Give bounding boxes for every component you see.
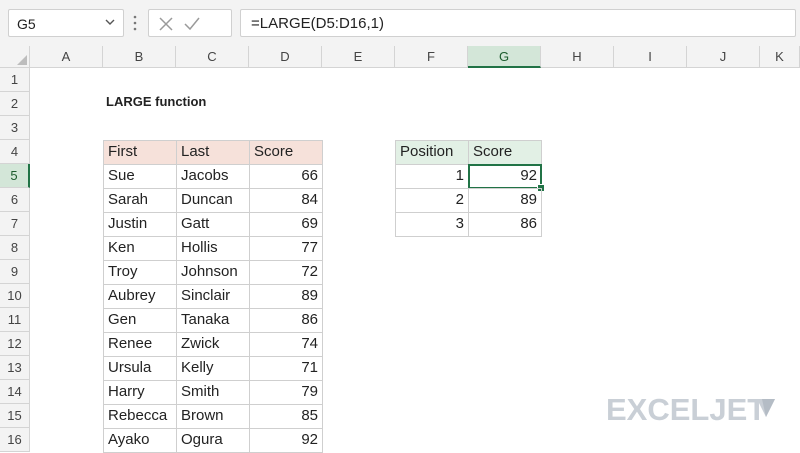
row-header-1[interactable]: 1: [0, 68, 30, 92]
table-cell[interactable]: Hollis: [176, 236, 250, 261]
formula-bar: G5 fx =LARGE(D5:D16,1): [0, 0, 800, 46]
table-cell[interactable]: 77: [249, 236, 323, 261]
row-header-8[interactable]: 8: [0, 236, 30, 260]
table-cell[interactable]: Kelly: [176, 356, 250, 381]
table-cell[interactable]: 85: [249, 404, 323, 429]
more-options-icon: [133, 15, 137, 31]
table-cell[interactable]: Johnson: [176, 260, 250, 285]
sheet-title: LARGE function: [106, 94, 207, 109]
table-cell[interactable]: 92: [249, 428, 323, 453]
table-cell[interactable]: 89: [249, 284, 323, 309]
name-box[interactable]: G5: [8, 9, 124, 37]
table-cell[interactable]: Ogura: [176, 428, 250, 453]
table-cell[interactable]: Duncan: [176, 188, 250, 213]
formula-input[interactable]: =LARGE(D5:D16,1): [240, 9, 796, 37]
table-cell[interactable]: Jacobs: [176, 164, 250, 189]
select-all-corner[interactable]: [0, 46, 30, 68]
active-cell[interactable]: 92: [468, 164, 542, 189]
table-cell[interactable]: 66: [249, 164, 323, 189]
column-header-k[interactable]: K: [760, 46, 800, 68]
row-header-15[interactable]: 15: [0, 404, 30, 428]
row-header-2[interactable]: 2: [0, 92, 30, 116]
table-cell[interactable]: Ken: [103, 236, 177, 261]
table-cell[interactable]: 79: [249, 380, 323, 405]
table-cell[interactable]: Ursula: [103, 356, 177, 381]
row-header-3[interactable]: 3: [0, 116, 30, 140]
table-cell[interactable]: Gen: [103, 308, 177, 333]
table-cell[interactable]: Sarah: [103, 188, 177, 213]
table-cell[interactable]: Harry: [103, 380, 177, 405]
row-header-9[interactable]: 9: [0, 260, 30, 284]
table-cell[interactable]: 69: [249, 212, 323, 237]
table-cell[interactable]: Troy: [103, 260, 177, 285]
table-cell[interactable]: 71: [249, 356, 323, 381]
table-cell[interactable]: 86: [468, 212, 542, 237]
table-cell[interactable]: Gatt: [176, 212, 250, 237]
column-header-b[interactable]: B: [103, 46, 176, 68]
table-header-score[interactable]: Score: [468, 140, 542, 165]
column-header-f[interactable]: F: [395, 46, 468, 68]
table-header-position[interactable]: Position: [395, 140, 469, 165]
column-header-i[interactable]: I: [614, 46, 687, 68]
table-cell[interactable]: Sinclair: [176, 284, 250, 309]
table-cell[interactable]: 86: [249, 308, 323, 333]
table-cell[interactable]: Smith: [176, 380, 250, 405]
row-header-16[interactable]: 16: [0, 428, 30, 452]
table-cell[interactable]: Brown: [176, 404, 250, 429]
column-header-h[interactable]: H: [541, 46, 614, 68]
column-header-d[interactable]: D: [249, 46, 322, 68]
row-header-4[interactable]: 4: [0, 140, 30, 164]
table-cell[interactable]: Renee: [103, 332, 177, 357]
row-header-12[interactable]: 12: [0, 332, 30, 356]
table-header-last[interactable]: Last: [176, 140, 250, 165]
column-header-a[interactable]: A: [30, 46, 103, 68]
formula-text: =LARGE(D5:D16,1): [251, 15, 384, 32]
logo-text: EXCELJET: [606, 392, 767, 427]
table-cell[interactable]: 89: [468, 188, 542, 213]
column-header-e[interactable]: E: [322, 46, 395, 68]
column-header-c[interactable]: C: [176, 46, 249, 68]
table-cell[interactable]: 74: [249, 332, 323, 357]
row-header-14[interactable]: 14: [0, 380, 30, 404]
table-cell[interactable]: 3: [395, 212, 469, 237]
table-cell[interactable]: Sue: [103, 164, 177, 189]
table-cell[interactable]: Tanaka: [176, 308, 250, 333]
row-header-10[interactable]: 10: [0, 284, 30, 308]
column-header-j[interactable]: J: [687, 46, 760, 68]
logo-flag-icon: [757, 399, 775, 417]
confirm-check-icon[interactable]: [183, 15, 201, 33]
table-cell[interactable]: Ayako: [103, 428, 177, 453]
table-cell[interactable]: 1: [395, 164, 469, 189]
cancel-icon[interactable]: [157, 15, 175, 33]
table-header-first[interactable]: First: [103, 140, 177, 165]
table-cell[interactable]: 72: [249, 260, 323, 285]
table-cell[interactable]: Zwick: [176, 332, 250, 357]
row-header-6[interactable]: 6: [0, 188, 30, 212]
row-header-11[interactable]: 11: [0, 308, 30, 332]
table-cell[interactable]: Justin: [103, 212, 177, 237]
table-cell[interactable]: Rebecca: [103, 404, 177, 429]
table-cell[interactable]: Aubrey: [103, 284, 177, 309]
chevron-down-icon[interactable]: [103, 15, 117, 29]
table-cell[interactable]: 84: [249, 188, 323, 213]
row-header-5[interactable]: 5: [0, 164, 30, 188]
row-header-7[interactable]: 7: [0, 212, 30, 236]
name-box-value: G5: [17, 16, 36, 32]
table-cell[interactable]: 2: [395, 188, 469, 213]
row-header-13[interactable]: 13: [0, 356, 30, 380]
table-header-score[interactable]: Score: [249, 140, 323, 165]
column-header-g[interactable]: G: [468, 46, 541, 68]
formula-buttons: fx: [148, 9, 374, 37]
